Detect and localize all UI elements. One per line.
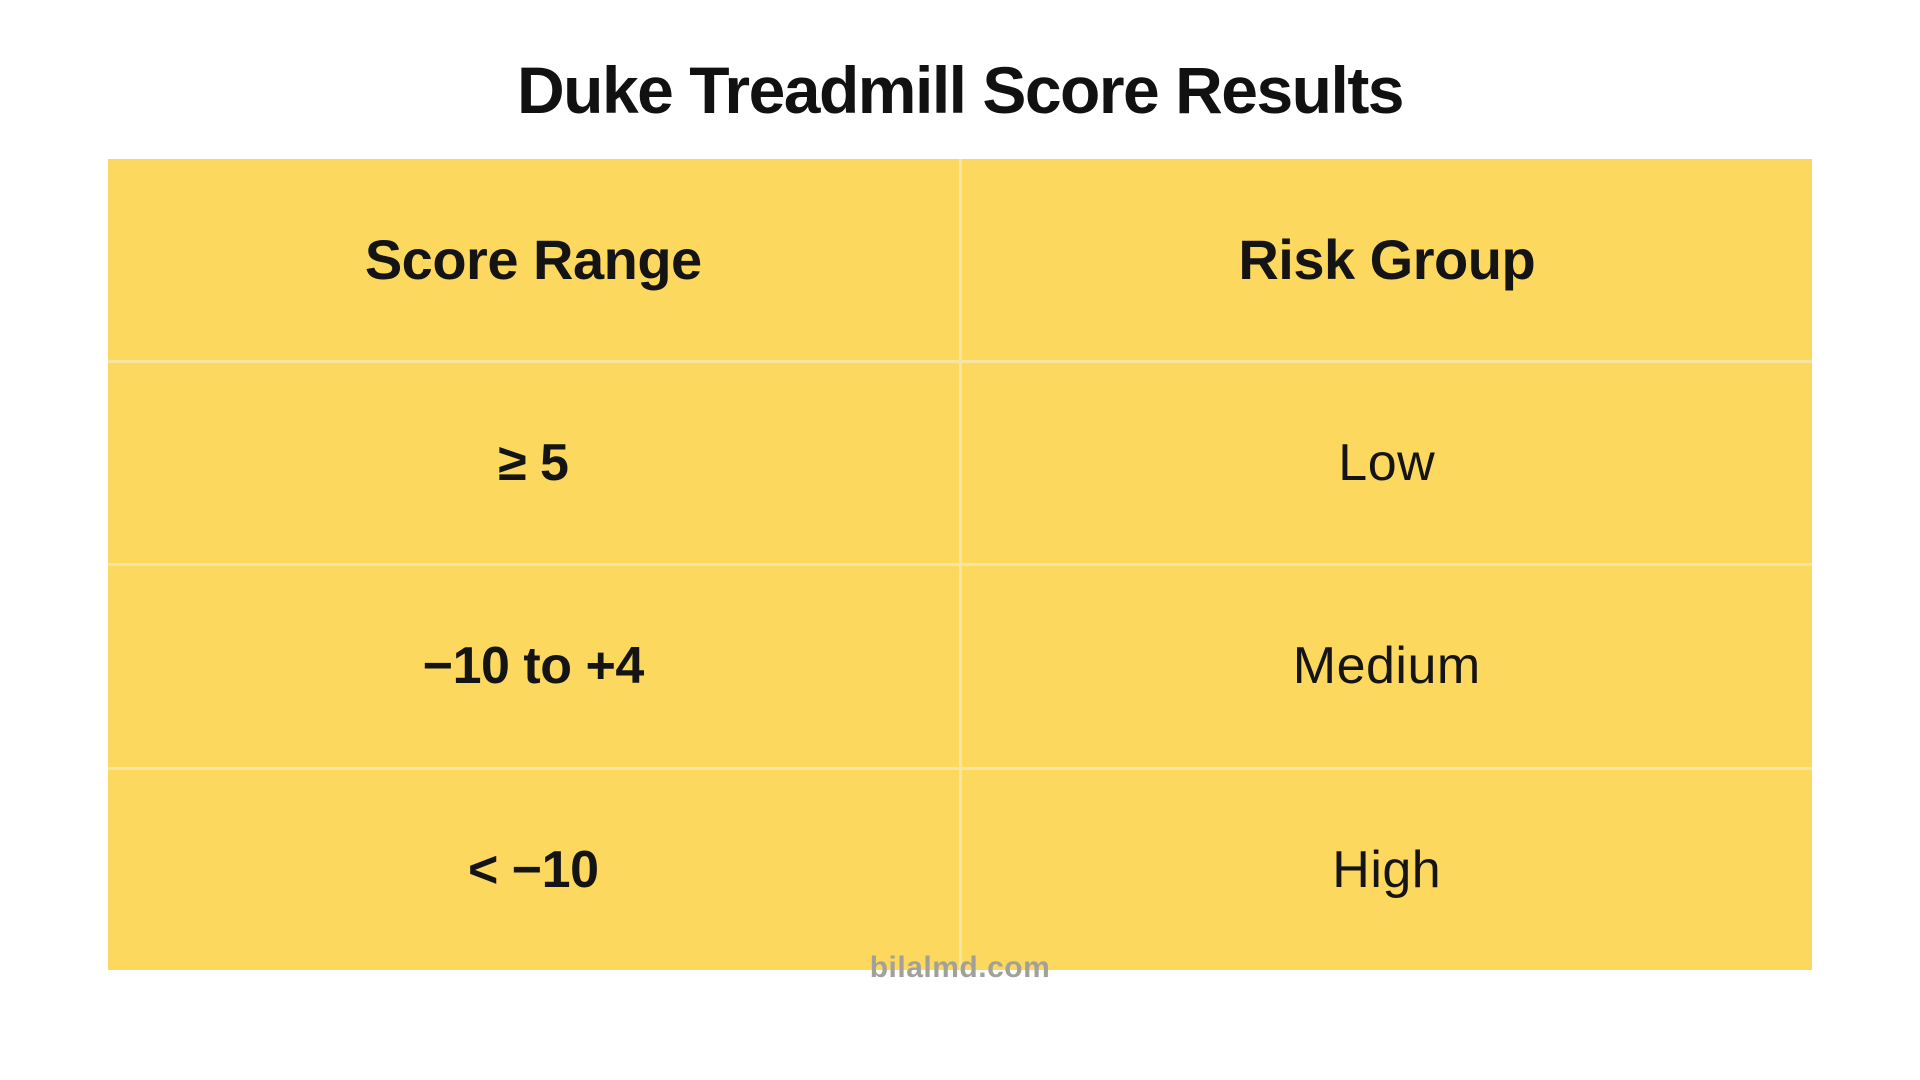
column-header-score-range: Score Range: [108, 159, 959, 360]
risk-group-value: Medium: [1292, 637, 1481, 696]
risk-group-value: Low: [1338, 433, 1436, 492]
risk-group-value: High: [1332, 840, 1442, 899]
table-row-1-score-range: ≥ 5: [108, 362, 959, 563]
score-range-value: −10 to +4: [422, 637, 644, 696]
table-row-3-score-range: < −10: [108, 769, 959, 970]
score-range-value: < −10: [467, 840, 599, 899]
duke-treadmill-score-table: Score Range Risk Group ≥ 5 Low −10 to +4…: [108, 159, 1812, 970]
table-row-2-score-range: −10 to +4: [108, 566, 959, 767]
column-header-risk-group: Risk Group: [961, 159, 1812, 360]
watermark: bilalmd.com: [869, 951, 1051, 984]
column-header-score-range-label: Score Range: [364, 227, 702, 291]
table-row-3-risk-group: High: [961, 769, 1812, 970]
score-range-value: ≥ 5: [498, 433, 569, 492]
page-title: Duke Treadmill Score Results: [516, 53, 1405, 127]
table-row-2-risk-group: Medium: [961, 566, 1812, 767]
table-row-1-risk-group: Low: [961, 362, 1812, 563]
column-header-risk-group-label: Risk Group: [1238, 227, 1536, 291]
